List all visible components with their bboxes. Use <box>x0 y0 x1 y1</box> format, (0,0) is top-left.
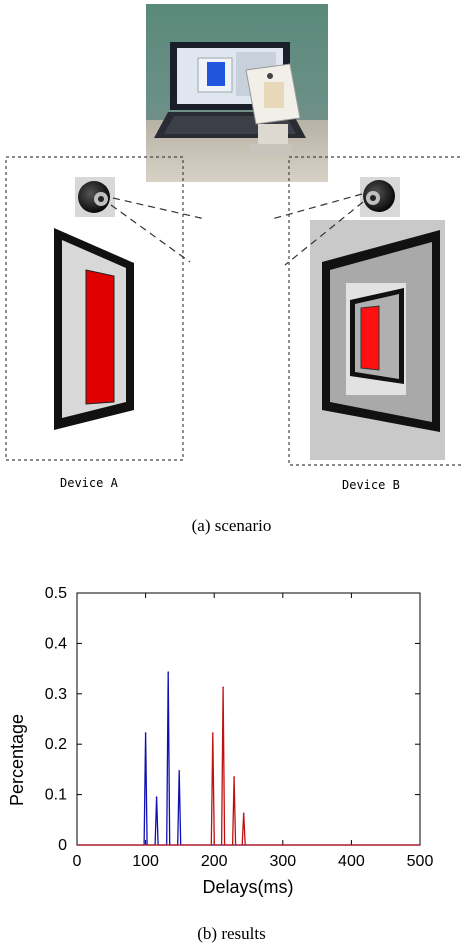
x-axis-title: Delays(ms) <box>202 877 293 897</box>
x-tick-label: 0 <box>73 853 82 870</box>
series-peak-point <box>222 686 224 689</box>
series-line-2 <box>77 687 420 846</box>
device-a-label: Device A <box>60 476 119 490</box>
x-tick-label: 500 <box>407 853 434 870</box>
series-peak-point <box>178 770 181 772</box>
y-tick-label: 0.4 <box>45 635 67 652</box>
caption-results: (b) results <box>197 924 266 943</box>
device-b-frame <box>288 156 463 466</box>
setup-photo <box>146 4 328 182</box>
device-a-screen <box>54 228 134 430</box>
x-tick-label: 300 <box>269 853 296 870</box>
y-tick-label: 0.5 <box>45 585 67 602</box>
series-peak-point <box>233 776 235 778</box>
series-peak-point <box>212 732 214 734</box>
y-tick-label: 0.1 <box>45 787 67 804</box>
series-peak-point <box>144 732 147 734</box>
series-line-1 <box>77 672 420 846</box>
series-peak-point <box>155 796 158 798</box>
camera-sight-lines <box>110 193 364 266</box>
plot-area <box>76 592 421 846</box>
results-chart: 0 100 200 300 400 500 0 0.1 0.2 0.3 0.4 0.5 Delays(… <box>7 585 434 897</box>
device-b-screen <box>310 220 445 460</box>
series-layer <box>77 671 420 846</box>
camera-icon <box>360 177 400 217</box>
y-axis-title: Percentage <box>7 714 27 806</box>
device-b-label: Device B <box>342 478 400 492</box>
plot-frame <box>76 592 421 846</box>
axis-ticks: 0 100 200 300 400 500 0 0.1 0.2 0.3 0.4 0.5 <box>45 585 434 870</box>
caption-scenario: (a) scenario <box>191 516 272 535</box>
x-tick-label: 200 <box>201 853 228 870</box>
y-tick-label: 0.3 <box>45 686 67 703</box>
y-tick-label: 0 <box>58 837 67 854</box>
y-tick-label: 0.2 <box>45 736 67 753</box>
x-tick-label: 400 <box>338 853 365 870</box>
scenario-illustration: Device A Device B <box>5 4 463 492</box>
series-peak-point <box>167 671 170 673</box>
camera-icon <box>75 177 115 217</box>
x-tick-label: 100 <box>132 853 159 870</box>
series-peak-point <box>242 812 245 815</box>
